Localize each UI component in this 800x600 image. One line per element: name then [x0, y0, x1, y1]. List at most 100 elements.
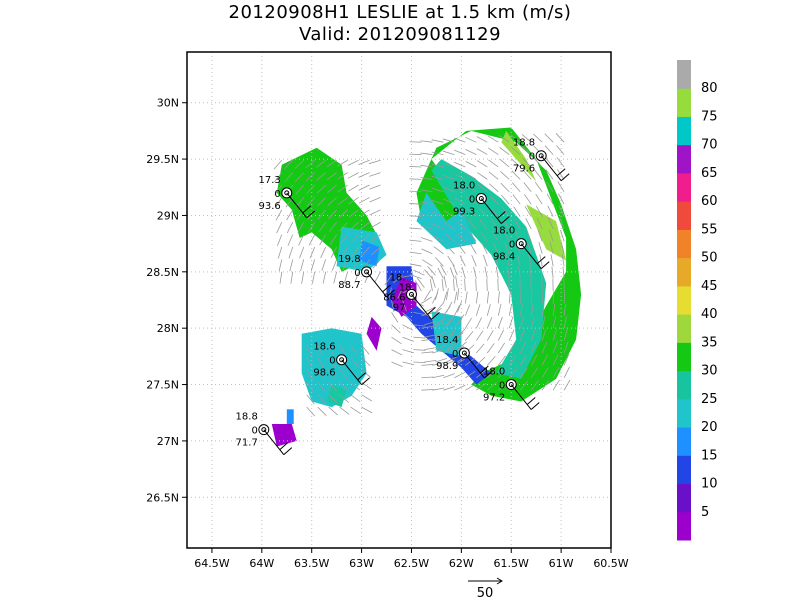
colorbar-label: 10: [701, 477, 718, 492]
wind-vector: [431, 276, 436, 288]
wind-vector: [497, 291, 500, 304]
wind-vector: [432, 349, 445, 354]
wind-vector: [432, 387, 445, 391]
wind-vector: [431, 199, 444, 205]
wind-vector: [299, 246, 305, 259]
wind-vector: [427, 265, 436, 276]
wind-vector: [328, 394, 338, 404]
wind-vector: [454, 197, 466, 205]
wind-vector: [413, 269, 425, 276]
wind-vector: [317, 394, 327, 404]
wind-vector: [517, 254, 521, 267]
wind-vector: [402, 349, 415, 354]
wind-vector: [533, 157, 543, 168]
wind-barb: [306, 210, 316, 219]
wind-vector: [530, 341, 537, 354]
wind-vector: [440, 264, 447, 276]
wind-vector: [278, 259, 283, 272]
station-label: 18.6: [313, 342, 335, 353]
wind-vector: [317, 209, 326, 220]
wind-vector: [372, 259, 381, 269]
wind-vector: [443, 275, 447, 288]
station-label: 18.4: [436, 335, 458, 346]
station-dot: [508, 382, 514, 388]
wind-vector: [465, 161, 477, 168]
wind-vector: [443, 386, 455, 391]
wind-vector: [456, 288, 460, 301]
wind-barb: [480, 365, 489, 374]
colorbar-label: 55: [701, 222, 718, 237]
wind-vector: [369, 209, 381, 216]
wind-vector: [522, 170, 532, 180]
wind-vector: [560, 229, 565, 242]
wind-vector: [297, 222, 305, 233]
wind-region-far-southwest-blue: [286, 409, 294, 424]
wind-vector: [489, 183, 499, 193]
wind-vector: [277, 246, 283, 259]
wind-vector: [424, 306, 436, 313]
wind-vector: [339, 221, 348, 232]
wind-vector: [536, 217, 543, 230]
wind-vector: [306, 184, 315, 194]
wind-vector: [454, 149, 466, 155]
wind-vector: [552, 354, 559, 366]
y-tick-label: 27N: [157, 435, 179, 448]
wind-vector: [391, 324, 401, 334]
wind-vector: [552, 341, 558, 354]
wind-vector: [432, 335, 444, 341]
wind-vector: [486, 343, 495, 354]
wind-vector: [421, 296, 432, 304]
wind-vector: [358, 184, 370, 191]
wind-vector: [432, 211, 444, 217]
wind-vector: [536, 205, 543, 217]
wind-vector: [284, 159, 294, 170]
y-tick-label: 29N: [157, 209, 179, 222]
wind-vector: [465, 357, 476, 366]
wind-vector: [328, 369, 337, 380]
wind-vector: [563, 303, 567, 316]
station-label: 88.7: [338, 280, 360, 291]
wind-vector: [391, 299, 395, 312]
wind-vector: [338, 209, 348, 219]
wind-vector: [465, 148, 477, 155]
wind-vector: [461, 266, 466, 279]
wind-vector: [327, 184, 337, 193]
wind-vector: [309, 246, 316, 259]
wind-vector: [477, 172, 488, 180]
wind-vector: [273, 172, 283, 183]
colorbar-label: 25: [701, 392, 718, 407]
wind-vector: [524, 206, 532, 217]
wind-region-northeast-lime: [526, 204, 567, 261]
wind-vector: [435, 317, 446, 326]
wind-vector: [519, 316, 524, 329]
wind-vector: [409, 190, 422, 193]
wind-vector: [413, 336, 426, 339]
colorbar-segment: [677, 60, 691, 89]
wind-vector: [413, 324, 426, 327]
wind-vector: [437, 267, 444, 279]
wind-vector: [317, 382, 326, 392]
wind-vector: [521, 134, 532, 143]
wind-vector: [465, 317, 472, 329]
wind-vector: [348, 184, 359, 192]
wind-vector: [484, 266, 488, 279]
wind-vector: [561, 254, 565, 267]
wind-vector: [529, 266, 532, 279]
wind-vector: [508, 355, 517, 366]
station-marker: 18.0 097.2: [483, 367, 540, 410]
wind-vector: [306, 344, 312, 357]
wind-vector: [486, 278, 488, 291]
wind-vector: [441, 279, 444, 292]
wind-vector: [350, 381, 361, 391]
wind-barb: [386, 289, 395, 298]
wind-vector: [294, 159, 305, 169]
wind-vector: [557, 181, 565, 192]
wind-vector: [530, 329, 536, 341]
wind-vector: [409, 263, 422, 267]
wind-vector: [546, 193, 554, 205]
station-dot: [261, 427, 267, 433]
colorbar-label: 35: [701, 335, 718, 350]
wind-vector: [467, 220, 477, 230]
wind-vector: [552, 316, 557, 329]
wind-vector: [545, 157, 554, 168]
